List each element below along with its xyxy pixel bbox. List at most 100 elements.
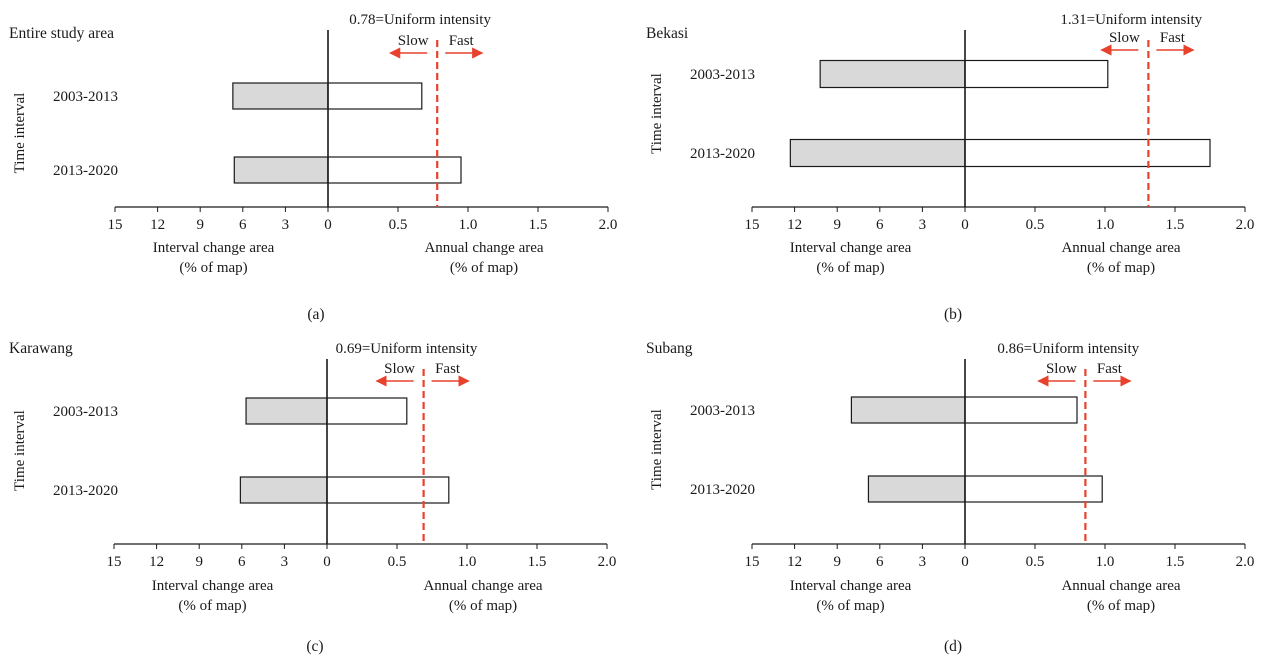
fast-label: Fast [1097,361,1123,377]
x-tick-label: 1.0 [1096,217,1115,233]
left-axis-title: Interval change area [152,578,274,594]
interval-change-bar [239,476,328,504]
x-tick-label: 0.5 [388,554,407,570]
panel-label: (c) [306,638,323,655]
x-tick-label: 15 [745,554,760,570]
x-tick-label: 1.5 [529,217,548,233]
x-tick-label: 1.0 [458,554,477,570]
y-axis-title: Time interval [12,410,28,491]
x-tick-label: 0 [961,554,969,570]
x-tick-label: 12 [787,554,802,570]
category-label: 2013-2020 [690,146,755,162]
interval-change-bar [233,156,329,184]
slow-label: Slow [384,361,415,377]
slow-label: Slow [1109,30,1140,46]
left-axis-title: Interval change area [790,240,912,256]
left-axis-unit: (% of map) [816,598,884,614]
chart-panel-b: Bekasi Time interval 2003-2013 2013-2020 15 1… [646,12,1254,323]
y-axis-title: Time interval [12,93,28,174]
x-tick-label: 1.5 [528,554,547,570]
fast-label: Fast [449,33,475,49]
annual-change-bar [964,475,1103,503]
uniform-intensity-label: 0.69=Uniform intensity [336,341,478,357]
left-axis-title: Interval change area [790,578,912,594]
x-tick-label: 6 [876,554,884,570]
annual-change-bar [964,138,1211,168]
category-label: 2013-2020 [690,482,755,498]
slow-label: Slow [1046,361,1077,377]
chart-title: Subang [646,340,693,357]
right-axis-unit: (% of map) [450,260,518,276]
x-tick-label: 1.5 [1166,217,1185,233]
x-tick-label: 2.0 [599,217,618,233]
category-label: 2003-2013 [690,403,755,419]
x-tick-label: 1.0 [1096,554,1115,570]
interval-change-bar [245,397,328,425]
left-axis-title: Interval change area [153,240,275,256]
x-tick-label: 2.0 [1236,554,1255,570]
x-tick-label: 0.5 [1026,554,1045,570]
x-tick-label: 1.5 [1166,554,1185,570]
right-axis-unit: (% of map) [1087,598,1155,614]
fast-label: Fast [1160,30,1186,46]
y-axis-title: Time interval [649,409,665,490]
chart-panel-a: Entire study area Time interval 2003-2013 2… [9,12,617,323]
x-tick-label: 3 [281,554,289,570]
x-tick-label: 3 [282,217,290,233]
interval-change-bar [850,396,966,424]
x-tick-label: 6 [239,217,247,233]
x-tick-label: 0 [324,217,332,233]
left-axis-unit: (% of map) [178,598,246,614]
interval-change-bar [232,82,329,110]
x-tick-label: 0 [323,554,331,570]
uniform-intensity-label: 1.31=Uniform intensity [1060,12,1202,28]
interval-change-bar [819,59,966,89]
right-axis-title: Annual change area [1061,578,1180,594]
x-tick-label: 9 [833,554,841,570]
uniform-intensity-text: =Uniform intensity [375,12,491,28]
interval-change-bar [867,475,966,503]
category-label: 2013-2020 [53,163,118,179]
right-axis-title: Annual change area [1061,240,1180,256]
uniform-intensity-value: 1.31 [1060,12,1086,28]
x-tick-label: 1.0 [459,217,478,233]
left-axis-unit: (% of map) [179,260,247,276]
slow-label: Slow [398,33,429,49]
chart-panel-c: Karawang Time interval 2003-2013 2013-2020 1… [9,340,616,655]
chart-title: Bekasi [646,25,689,42]
annual-change-bar [964,59,1109,89]
y-axis-title: Time interval [649,73,665,154]
annual-change-bar [327,156,462,184]
uniform-intensity-text: =Uniform intensity [1087,12,1203,28]
chart-title: Karawang [9,340,73,357]
x-tick-label: 6 [876,217,884,233]
x-tick-label: 9 [196,217,204,233]
left-axis-unit: (% of map) [816,260,884,276]
uniform-intensity-label: 0.78=Uniform intensity [349,12,491,28]
x-tick-label: 6 [238,554,246,570]
uniform-intensity-text: =Uniform intensity [362,341,478,357]
uniform-intensity-text: =Uniform intensity [1024,341,1140,357]
x-tick-label: 0.5 [389,217,408,233]
uniform-intensity-value: 0.78 [349,12,375,28]
category-label: 2003-2013 [53,404,118,420]
annual-change-bar [964,396,1078,424]
category-label: 2013-2020 [53,483,118,499]
panel-label: (d) [944,638,962,655]
interval-change-bar [789,138,966,168]
annual-change-bar [327,82,423,110]
x-tick-label: 12 [149,554,164,570]
x-tick-label: 12 [150,217,165,233]
category-label: 2003-2013 [690,67,755,83]
x-tick-label: 9 [195,554,203,570]
x-tick-label: 0 [961,217,969,233]
category-label: 2003-2013 [53,89,118,105]
uniform-intensity-value: 0.69 [336,341,362,357]
uniform-intensity-label: 0.86=Uniform intensity [997,341,1139,357]
x-tick-label: 2.0 [1236,217,1255,233]
x-tick-label: 2.0 [598,554,617,570]
chart-title: Entire study area [9,25,114,42]
panel-label: (a) [307,306,324,323]
right-axis-title: Annual change area [424,240,543,256]
